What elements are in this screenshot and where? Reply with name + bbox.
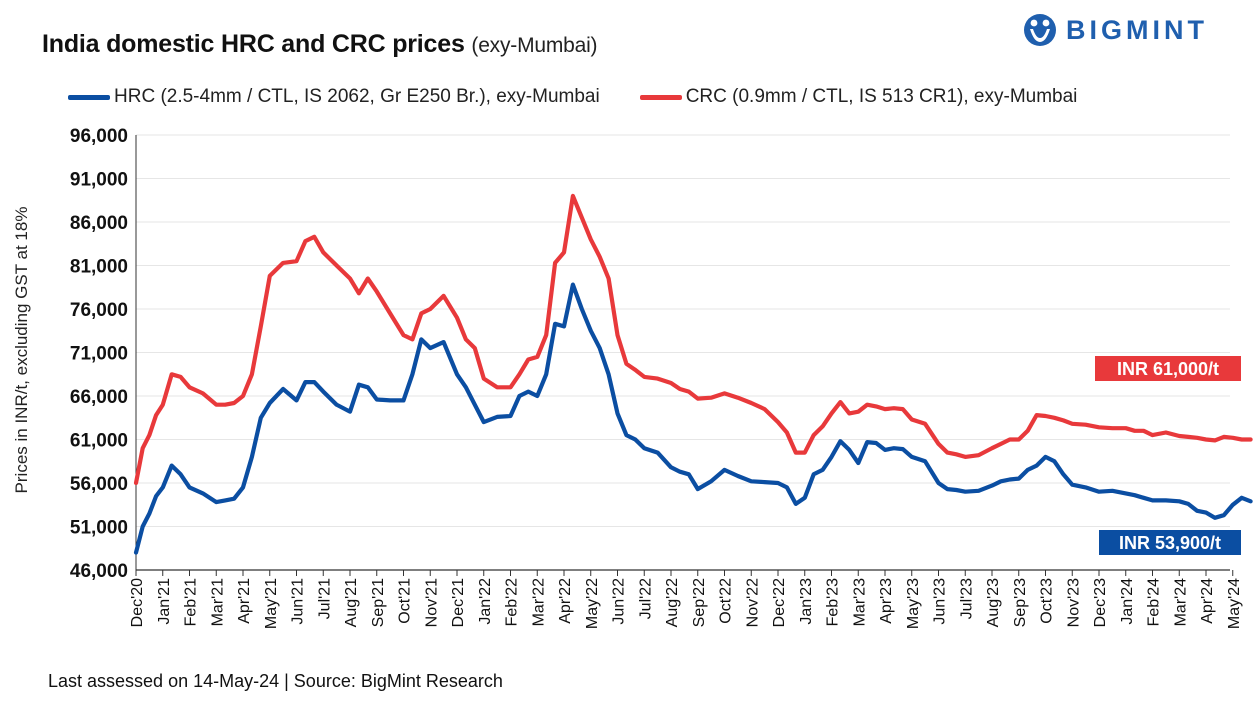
y-tick-label: 61,000 — [70, 431, 128, 452]
x-tick-label: May'22 — [584, 578, 601, 629]
x-tick-label: Jul'22 — [637, 578, 654, 619]
x-tick-label: Aug'23 — [985, 578, 1002, 627]
x-tick-label: May'24 — [1226, 578, 1243, 629]
legend-item-crc: CRC (0.9mm / CTL, IS 513 CR1), exy-Mumba… — [639, 86, 1078, 108]
x-tick-label: Feb'22 — [504, 578, 521, 627]
chart-title-subtitle: (exy-Mumbai) — [471, 34, 598, 57]
x-tick-label: Jun'23 — [932, 578, 949, 625]
series-line-hrc — [133, 282, 1253, 555]
x-tick-label: Mar'21 — [209, 578, 226, 627]
y-tick-label: 96,000 — [70, 126, 128, 147]
end-label-hrc: INR 53,900/t — [1119, 533, 1221, 553]
x-tick-label: Mar'24 — [1172, 578, 1189, 627]
x-tick-label: Aug'22 — [664, 578, 681, 627]
x-tick-label: Jan'22 — [477, 578, 494, 625]
legend-label-hrc: HRC (2.5-4mm / CTL, IS 2062, Gr E250 Br.… — [114, 86, 600, 107]
x-tick-label: Aug'21 — [343, 578, 360, 627]
end-label-crc: INR 61,000/t — [1117, 359, 1219, 379]
logo-text: BIGMINT — [1066, 14, 1208, 45]
x-tick-label: Jan'24 — [1119, 578, 1136, 625]
end-label-box-hrc — [1099, 530, 1241, 555]
x-tick-label: Jul'23 — [958, 578, 975, 619]
x-tick-label: Apr'24 — [1199, 578, 1216, 624]
y-tick-label: 56,000 — [70, 474, 128, 495]
x-tick-label: Feb'23 — [825, 578, 842, 627]
x-tick-label: Oct'21 — [397, 578, 414, 624]
x-tick-label: Apr'22 — [557, 578, 574, 624]
legend-swatch-hrc — [68, 94, 110, 100]
x-tick-label: Oct'23 — [1039, 578, 1056, 624]
y-tick-label: 91,000 — [70, 170, 128, 191]
x-tick-label: Apr'23 — [878, 578, 895, 624]
bigmint-logo-icon — [1024, 14, 1056, 46]
x-tick-label: Jun'22 — [611, 578, 628, 625]
legend-label-crc: CRC (0.9mm / CTL, IS 513 CR1), exy-Mumba… — [685, 86, 1078, 107]
x-tick-label: Feb'24 — [1146, 578, 1163, 627]
x-tick-label: Jan'23 — [798, 578, 815, 625]
x-tick-label: Nov'22 — [744, 578, 761, 627]
end-label-box-crc — [1095, 356, 1241, 381]
x-tick-label: Nov'23 — [1065, 578, 1082, 627]
series-line-crc — [133, 193, 1253, 486]
x-tick-label: Dec'22 — [771, 578, 788, 627]
x-tick-label: May'21 — [263, 578, 280, 629]
x-tick-label: Sep'21 — [370, 578, 387, 627]
x-tick-label: Sep'23 — [1012, 578, 1029, 627]
chart-title-main: India domestic HRC and CRC prices — [42, 30, 465, 58]
y-tick-label: 51,000 — [70, 518, 128, 539]
x-tick-label: Jul'21 — [316, 578, 333, 619]
x-tick-label: Feb'21 — [183, 578, 200, 627]
y-tick-label: 86,000 — [70, 213, 128, 234]
chart-title: India domestic HRC and CRC prices (exy-M… — [42, 30, 598, 59]
x-tick-label: May'23 — [905, 578, 922, 629]
x-tick-label: Sep'22 — [691, 578, 708, 627]
y-tick-label: 71,000 — [70, 344, 128, 365]
y-tick-label: 81,000 — [70, 257, 128, 278]
legend-swatch-crc — [639, 94, 682, 100]
x-tick-label: Oct'22 — [718, 578, 735, 624]
x-tick-label: Mar'22 — [530, 578, 547, 627]
y-tick-label: 66,000 — [70, 387, 128, 408]
y-tick-label: 76,000 — [70, 300, 128, 321]
y-tick-label: 46,000 — [70, 561, 128, 582]
brand-logo: BIGMINT — [1024, 12, 1208, 48]
chart-legend: HRC (2.5-4mm / CTL, IS 2062, Gr E250 Br.… — [68, 86, 1117, 108]
x-tick-label: Mar'23 — [851, 578, 868, 627]
x-tick-label: Jan'21 — [156, 578, 173, 625]
x-tick-label: Dec'21 — [450, 578, 467, 627]
legend-item-hrc: HRC (2.5-4mm / CTL, IS 2062, Gr E250 Br.… — [68, 86, 600, 108]
x-tick-label: Nov'21 — [423, 578, 440, 627]
x-tick-label: Dec'23 — [1092, 578, 1109, 627]
x-tick-label: Dec'20 — [129, 578, 146, 627]
x-tick-label: Jun'21 — [290, 578, 307, 625]
footer-source: Last assessed on 14-May-24 | Source: Big… — [48, 671, 503, 691]
x-tick-label: Apr'21 — [236, 578, 253, 624]
